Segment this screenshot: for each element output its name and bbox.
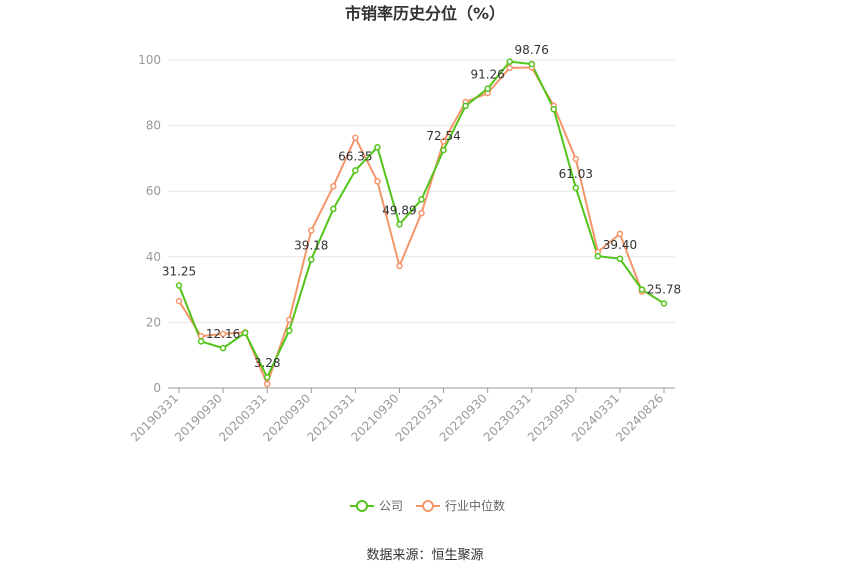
legend-swatch-marker — [356, 500, 368, 512]
data-label: 31.25 — [162, 265, 196, 279]
data-point — [572, 155, 580, 163]
data-point — [396, 262, 403, 270]
data-point — [197, 332, 205, 340]
data-point — [285, 327, 293, 334]
y-tick-label: 20 — [146, 315, 161, 329]
legend-label: 公司 — [379, 499, 403, 513]
series-lines — [178, 60, 665, 387]
data-point — [352, 167, 359, 174]
x-tick-label: 20240826 — [613, 391, 666, 444]
legend-item-0[interactable]: 公司 — [350, 499, 403, 513]
data-point — [219, 330, 227, 338]
data-point — [175, 282, 183, 289]
grid — [168, 59, 675, 323]
data-point — [572, 184, 580, 192]
data-point — [440, 146, 447, 154]
legend-item-1[interactable]: 行业中位数 — [416, 498, 505, 513]
y-tick-label: 40 — [146, 250, 161, 264]
data-point — [263, 380, 271, 388]
data-point — [506, 64, 513, 72]
data-point — [308, 256, 315, 263]
data-label: 39.18 — [294, 238, 328, 252]
data-point — [396, 221, 403, 228]
data-point — [506, 58, 513, 65]
data-label: 66.35 — [338, 149, 372, 163]
data-point — [550, 105, 558, 113]
data-point — [462, 102, 469, 110]
data-point — [594, 252, 602, 260]
legend-swatch-marker — [422, 500, 434, 512]
data-point — [352, 134, 359, 141]
data-label: 25.78 — [647, 282, 681, 296]
data-point — [660, 300, 668, 307]
data-label: 91.26 — [470, 68, 504, 82]
chart-title: 市销率历史分位（%） — [345, 4, 505, 23]
data-point — [285, 316, 293, 324]
data-point — [638, 286, 646, 293]
legend-label: 行业中位数 — [445, 498, 505, 513]
source-note: 数据来源：恒生聚源 — [366, 548, 483, 563]
data-labels: 31.25 12.16 3.28 39.18 66.35 49.89 72.54 91.26 9… — [162, 43, 681, 370]
data-label: 98.76 — [515, 43, 549, 57]
y-tick-label: 60 — [146, 184, 161, 198]
data-point — [263, 373, 271, 381]
data-point — [616, 255, 624, 263]
data-point — [330, 205, 337, 213]
data-point — [308, 227, 315, 234]
data-point — [241, 329, 249, 337]
data-point — [484, 85, 491, 92]
data-label: 49.89 — [382, 203, 416, 217]
data-label: 61.03 — [559, 167, 593, 181]
data-label: 12.16 — [206, 327, 240, 341]
legend[interactable]: 公司 行业中位数 — [350, 498, 505, 513]
data-point — [418, 209, 425, 217]
series-points — [175, 58, 668, 388]
data-point — [374, 178, 381, 185]
data-point — [616, 230, 624, 238]
data-point — [528, 60, 535, 68]
data-point — [197, 338, 205, 345]
data-label: 39.40 — [603, 238, 637, 252]
y-tick-label: 100 — [138, 53, 161, 67]
series-line-1 — [178, 66, 643, 387]
y-tick-label: 0 — [153, 381, 161, 395]
data-point — [418, 196, 425, 203]
axes: 0204060801002019033120190930202003312020… — [128, 53, 675, 444]
data-point — [175, 297, 183, 305]
y-tick-label: 80 — [146, 119, 161, 133]
data-label: 3.28 — [254, 356, 281, 370]
data-label: 72.54 — [426, 129, 460, 143]
data-point — [219, 344, 227, 352]
data-point — [374, 143, 381, 151]
series-line-0 — [178, 60, 665, 380]
data-point — [440, 138, 447, 145]
data-point — [330, 183, 337, 190]
